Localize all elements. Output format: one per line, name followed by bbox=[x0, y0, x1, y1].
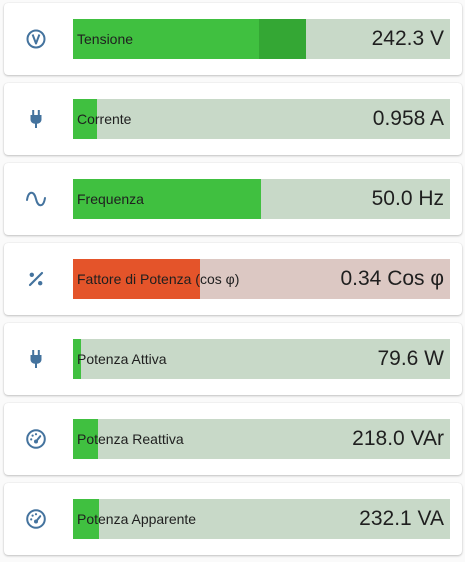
sensor-label: Potenza Apparente bbox=[77, 511, 197, 527]
sensor-card[interactable]: Tensione 242.3 V bbox=[4, 3, 462, 75]
level-bar-fill bbox=[73, 419, 98, 459]
sensor-value: 218.0 VAr bbox=[352, 427, 444, 450]
level-bar-fill bbox=[73, 19, 259, 59]
sensor-label: Tensione bbox=[77, 31, 134, 47]
level-bar: Potenza Apparente 232.1 VA bbox=[73, 499, 450, 539]
gauge-icon bbox=[24, 507, 48, 531]
sensor-value: 50.0 Hz bbox=[371, 187, 444, 210]
sensor-value: 242.3 V bbox=[371, 27, 444, 50]
level-bar-fill bbox=[73, 99, 97, 139]
level-bar: Potenza Attiva 79.6 W bbox=[73, 339, 450, 379]
sine-wave-icon bbox=[24, 187, 48, 211]
sensor-value: 232.1 VA bbox=[359, 507, 444, 530]
level-bar-fill bbox=[73, 339, 81, 379]
level-bar-fill bbox=[73, 499, 99, 539]
level-bar: Potenza Reattiva 218.0 VAr bbox=[73, 419, 450, 459]
level-bar-fill bbox=[73, 179, 261, 219]
sensor-card[interactable]: Potenza Apparente 232.1 VA bbox=[4, 483, 462, 555]
sensor-card[interactable]: Fattore di Potenza (cos φ) 0.34 Cos φ bbox=[4, 243, 462, 315]
voltage-meter-icon bbox=[24, 27, 48, 51]
level-bar-fill bbox=[73, 259, 200, 299]
sensor-card[interactable]: Potenza Reattiva 218.0 VAr bbox=[4, 403, 462, 475]
gauge-icon bbox=[24, 427, 48, 451]
sensor-value: 0.34 Cos φ bbox=[340, 267, 444, 290]
level-bar: Fattore di Potenza (cos φ) 0.34 Cos φ bbox=[73, 259, 450, 299]
sensor-label: Fattore di Potenza (cos φ) bbox=[77, 271, 240, 287]
sensor-card[interactable]: Potenza Attiva 79.6 W bbox=[4, 323, 462, 395]
percent-icon bbox=[24, 267, 48, 291]
sensor-value: 79.6 W bbox=[377, 347, 444, 370]
sensor-label: Potenza Reattiva bbox=[77, 431, 184, 447]
sensor-label: Corrente bbox=[77, 111, 132, 127]
sensor-label: Potenza Attiva bbox=[77, 351, 167, 367]
level-bar: Frequenza 50.0 Hz bbox=[73, 179, 450, 219]
sensor-value: 0.958 A bbox=[372, 107, 444, 130]
plug-icon bbox=[24, 347, 48, 371]
plug-icon bbox=[24, 107, 48, 131]
sensor-label: Frequenza bbox=[77, 191, 144, 207]
sensor-card[interactable]: Corrente 0.958 A bbox=[4, 83, 462, 155]
level-bar: Corrente 0.958 A bbox=[73, 99, 450, 139]
level-bar-peak bbox=[259, 19, 306, 59]
sensor-card[interactable]: Frequenza 50.0 Hz bbox=[4, 163, 462, 235]
level-bar: Tensione 242.3 V bbox=[73, 19, 450, 59]
